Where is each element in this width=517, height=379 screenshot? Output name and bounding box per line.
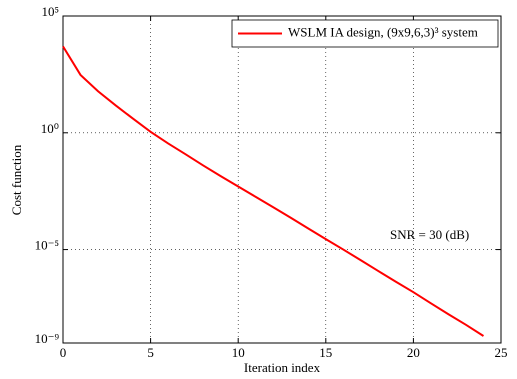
x-axis-label: Iteration index	[244, 360, 321, 375]
data-line	[62, 45, 485, 337]
x-tick-label: 15	[319, 345, 332, 360]
x-tick-label: 20	[407, 345, 420, 360]
y-axis-label: Cost function	[9, 144, 24, 215]
legend-label: WSLM IA design, (9x9,6,3)³ system	[288, 24, 478, 39]
y-tick-label: 10⁻⁵	[35, 238, 59, 253]
x-tick-label: 5	[147, 345, 154, 360]
plot-frame	[62, 15, 502, 344]
x-tick-label: 25	[495, 345, 508, 360]
x-tick-label: 0	[60, 345, 67, 360]
y-tick-label: 10⁰	[41, 121, 59, 136]
y-tick-label: 10⁵	[41, 4, 59, 19]
y-tick-label: 10⁻⁹	[35, 331, 60, 346]
x-tick-label: 10	[232, 345, 245, 360]
annotation: SNR = 30 (dB)	[390, 227, 469, 242]
